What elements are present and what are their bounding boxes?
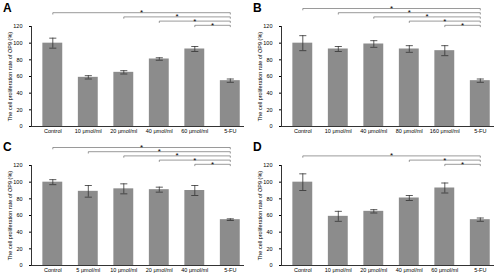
svg-text:Control: Control <box>44 128 62 134</box>
svg-text:20: 20 <box>16 246 22 252</box>
svg-text:*: * <box>140 8 143 17</box>
svg-text:10 μmol/ml: 10 μmol/ml <box>110 267 137 273</box>
html-text:A: A <box>3 1 12 15</box>
svg-text:Control: Control <box>294 267 312 273</box>
svg-text:40 μmol/ml: 40 μmol/ml <box>181 267 208 273</box>
svg-text:*: * <box>461 160 464 169</box>
svg-text:*: * <box>443 17 446 26</box>
svg-text:Control: Control <box>44 267 62 273</box>
svg-text:5-FU: 5-FU <box>474 267 486 273</box>
svg-text:160 μmol/ml: 160 μmol/ml <box>430 128 460 134</box>
svg-text:5-FU: 5-FU <box>474 128 486 134</box>
svg-text:60: 60 <box>16 212 22 218</box>
svg-text:5 μmol/ml: 5 μmol/ml <box>76 267 100 273</box>
svg-text:*: * <box>211 160 214 169</box>
html-text:D: D <box>253 140 262 154</box>
svg-text:100: 100 <box>263 40 272 46</box>
svg-text:100: 100 <box>13 179 22 185</box>
svg-text:*: * <box>175 12 178 21</box>
svg-text:*: * <box>175 151 178 160</box>
svg-text:60: 60 <box>16 73 22 79</box>
svg-text:40: 40 <box>266 90 272 96</box>
svg-text:80: 80 <box>16 196 22 202</box>
svg-text:100: 100 <box>263 179 272 185</box>
svg-text:Control: Control <box>294 128 312 134</box>
svg-text:The cell proliferation rate of: The cell proliferation rate of OP9 (%) <box>257 171 263 260</box>
svg-text:20 μmol/ml: 20 μmol/ml <box>110 128 137 134</box>
svg-text:5-FU: 5-FU <box>224 128 236 134</box>
svg-text:80: 80 <box>266 196 272 202</box>
svg-text:20: 20 <box>266 246 272 252</box>
svg-text:20 μmol/ml: 20 μmol/ml <box>146 267 173 273</box>
svg-text:40 μmol/ml: 40 μmol/ml <box>396 267 423 273</box>
svg-text:0: 0 <box>19 262 22 268</box>
svg-text:120: 120 <box>263 23 272 29</box>
svg-text:40 μmol/ml: 40 μmol/ml <box>146 128 173 134</box>
svg-text:0: 0 <box>19 123 22 129</box>
svg-text:80 μmol/ml: 80 μmol/ml <box>396 128 423 134</box>
svg-text:10 μmol/ml: 10 μmol/ml <box>75 128 102 134</box>
svg-text:*: * <box>140 143 143 152</box>
svg-text:*: * <box>443 156 446 165</box>
svg-text:120: 120 <box>263 162 272 168</box>
svg-text:0: 0 <box>269 262 272 268</box>
svg-text:60 μmol/ml: 60 μmol/ml <box>431 267 458 273</box>
svg-text:10 μmol/ml: 10 μmol/ml <box>325 267 352 273</box>
svg-text:40 μmol/ml: 40 μmol/ml <box>360 128 387 134</box>
svg-text:*: * <box>425 12 428 21</box>
svg-text:40: 40 <box>16 90 22 96</box>
svg-text:*: * <box>390 151 393 160</box>
html-text:B: B <box>253 1 262 15</box>
svg-text:*: * <box>193 156 196 165</box>
svg-text:The cell proliferation rate of: The cell proliferation rate of OP9 (%) <box>257 32 263 121</box>
svg-text:*: * <box>158 147 161 156</box>
svg-text:60 μmol/ml: 60 μmol/ml <box>181 128 208 134</box>
svg-text:*: * <box>211 21 214 30</box>
svg-text:*: * <box>390 4 393 13</box>
html-text:C: C <box>3 140 12 154</box>
svg-text:5-FU: 5-FU <box>224 267 236 273</box>
svg-text:80: 80 <box>266 57 272 63</box>
svg-text:120: 120 <box>13 23 22 29</box>
svg-text:10 μmol/ml: 10 μmol/ml <box>325 128 352 134</box>
svg-text:*: * <box>408 8 411 17</box>
svg-text:40: 40 <box>16 229 22 235</box>
svg-text:The cell proliferation rate of: The cell proliferation rate of OP9 (%) <box>7 171 13 260</box>
svg-text:80: 80 <box>16 57 22 63</box>
svg-text:100: 100 <box>13 40 22 46</box>
svg-text:60: 60 <box>266 212 272 218</box>
svg-text:*: * <box>461 21 464 30</box>
svg-text:0: 0 <box>269 123 272 129</box>
svg-text:120: 120 <box>13 162 22 168</box>
svg-text:The cell proliferation rate of: The cell proliferation rate of OP9 (%) <box>7 32 13 121</box>
svg-text:40: 40 <box>266 229 272 235</box>
svg-text:20: 20 <box>16 107 22 113</box>
svg-text:20: 20 <box>266 107 272 113</box>
svg-text:*: * <box>193 17 196 26</box>
svg-text:60: 60 <box>266 73 272 79</box>
svg-text:20 μmol/ml: 20 μmol/ml <box>360 267 387 273</box>
